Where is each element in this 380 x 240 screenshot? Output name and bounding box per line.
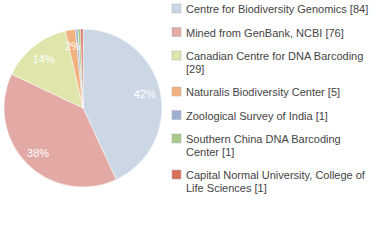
slices <box>4 29 162 187</box>
data-label: 38% <box>27 147 49 159</box>
legend-swatch <box>172 4 181 13</box>
legend-swatch <box>172 87 181 96</box>
legend-label: Canadian Centre for DNA Barcoding[29] <box>186 50 363 75</box>
data-label: 14% <box>32 53 54 65</box>
legend-label: Southern China DNA BarcodingCenter [1] <box>186 133 341 158</box>
legend-label: Zoological Survey of India [1] <box>186 110 328 122</box>
legend-swatch <box>172 170 181 179</box>
pie-slice <box>12 31 83 108</box>
legend-swatch <box>172 28 181 37</box>
data-label: 2% <box>65 40 81 52</box>
legend-label: Capital Normal University, College ofLif… <box>186 169 366 194</box>
legend-swatch <box>172 51 181 60</box>
legend-swatch <box>172 134 181 143</box>
legend-label: Mined from GenBank, NCBI [76] <box>186 27 344 39</box>
data-labels: 42% 38% 14% 2% <box>27 40 156 159</box>
legend-label: Centre for Biodiversity Genomics [84] <box>186 3 368 15</box>
data-label: 42% <box>134 88 156 100</box>
pie-slice <box>65 29 83 108</box>
chart: 42% 38% 14% 2% Centre for Biodiversity Genom… <box>0 0 380 240</box>
legend-swatch <box>172 111 181 120</box>
legend: Centre for Biodiversity Genomics [84] Min… <box>172 3 368 194</box>
legend-label: Naturalis Biodiversity Center [5] <box>186 86 340 98</box>
pie-slice <box>80 29 83 108</box>
